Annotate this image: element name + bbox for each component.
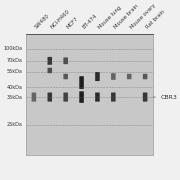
FancyBboxPatch shape bbox=[143, 74, 147, 79]
FancyBboxPatch shape bbox=[111, 73, 116, 80]
Text: BT-474: BT-474 bbox=[82, 13, 98, 30]
Text: Mouse lung: Mouse lung bbox=[97, 5, 122, 30]
FancyBboxPatch shape bbox=[63, 57, 68, 64]
Text: 40kDa: 40kDa bbox=[7, 85, 23, 90]
Text: SW480: SW480 bbox=[34, 13, 51, 30]
FancyBboxPatch shape bbox=[63, 74, 68, 79]
FancyBboxPatch shape bbox=[63, 93, 68, 102]
FancyBboxPatch shape bbox=[79, 91, 84, 103]
Text: 35kDa: 35kDa bbox=[7, 94, 23, 100]
FancyBboxPatch shape bbox=[95, 72, 100, 81]
Text: Rat brain: Rat brain bbox=[145, 9, 166, 30]
FancyBboxPatch shape bbox=[95, 93, 100, 102]
Text: 100kDa: 100kDa bbox=[4, 46, 23, 51]
FancyBboxPatch shape bbox=[79, 76, 84, 89]
Bar bbox=[26, 34, 153, 155]
FancyBboxPatch shape bbox=[127, 74, 131, 79]
Text: 25kDa: 25kDa bbox=[7, 122, 23, 127]
Text: 55kDa: 55kDa bbox=[7, 69, 23, 74]
Text: Mouse ovary: Mouse ovary bbox=[129, 2, 156, 30]
FancyBboxPatch shape bbox=[32, 93, 36, 102]
FancyBboxPatch shape bbox=[48, 93, 52, 102]
Text: CBR3: CBR3 bbox=[153, 94, 178, 100]
Text: MCF7: MCF7 bbox=[66, 16, 79, 30]
FancyBboxPatch shape bbox=[48, 68, 52, 73]
FancyBboxPatch shape bbox=[143, 93, 147, 102]
FancyBboxPatch shape bbox=[111, 93, 116, 102]
FancyBboxPatch shape bbox=[48, 57, 52, 65]
Text: Mouse brain: Mouse brain bbox=[113, 3, 140, 30]
Text: NCI-H460: NCI-H460 bbox=[50, 8, 71, 30]
Text: 70kDa: 70kDa bbox=[7, 58, 23, 63]
